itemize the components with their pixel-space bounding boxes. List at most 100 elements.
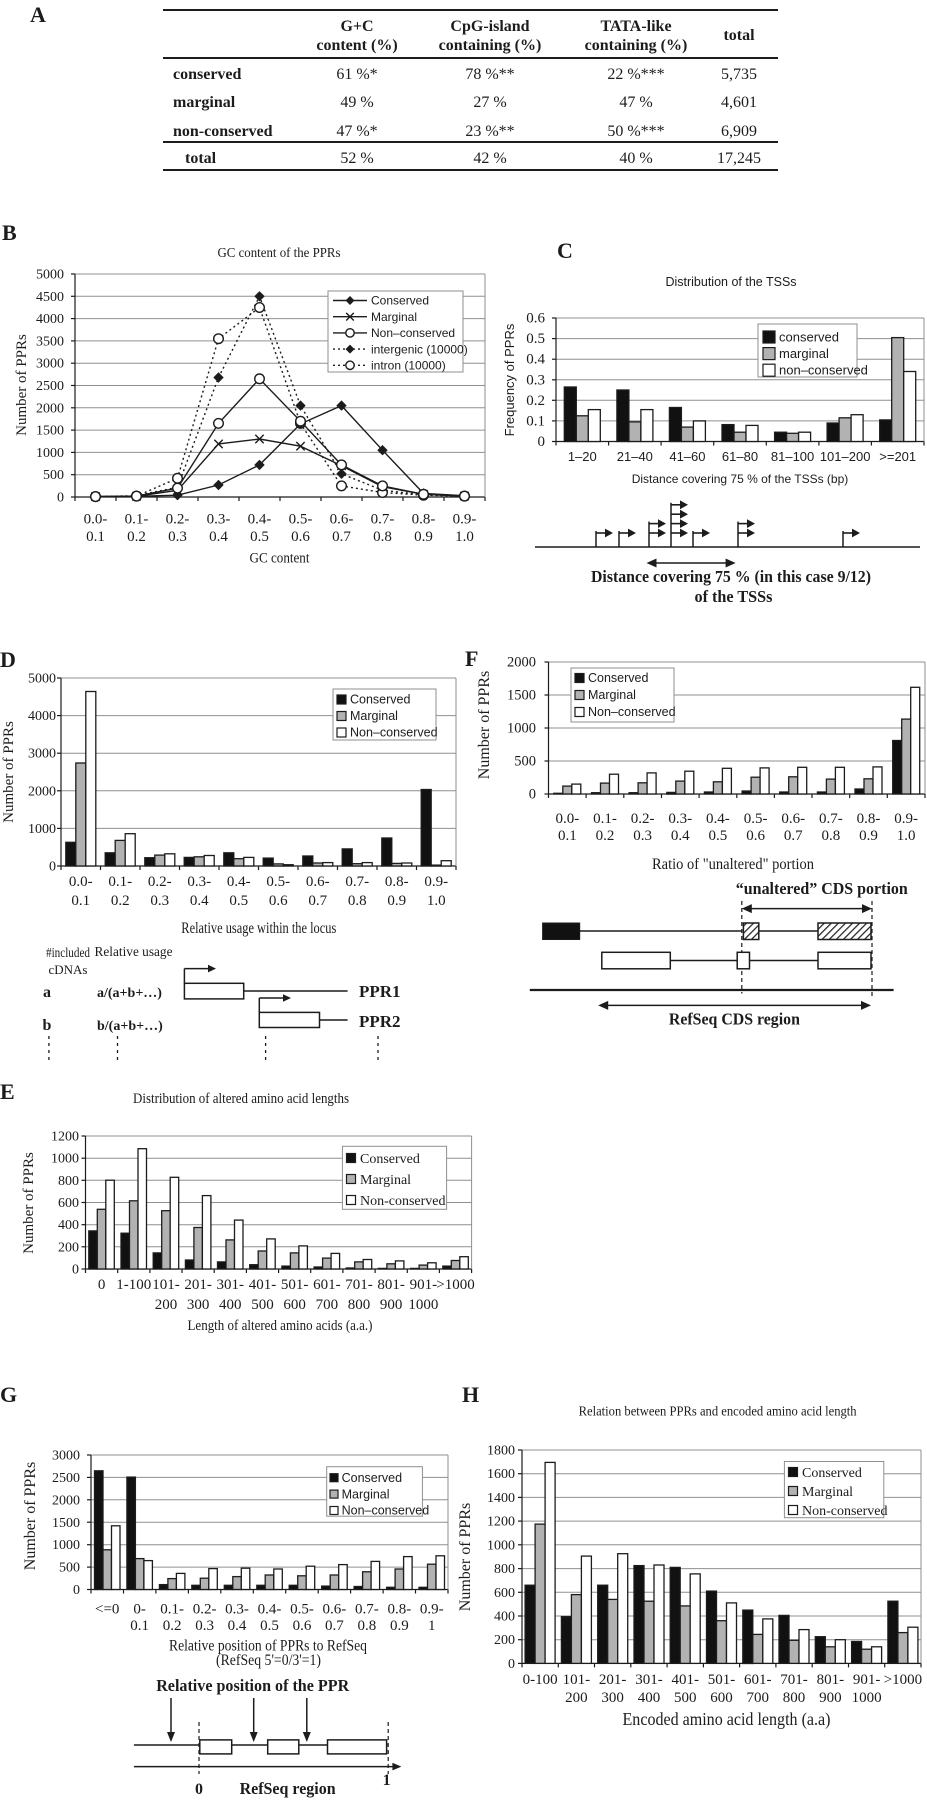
- svg-text:0.9-: 0.9-: [894, 811, 918, 827]
- svg-text:0.2: 0.2: [111, 893, 130, 909]
- svg-text:Conserved: Conserved: [371, 294, 429, 308]
- svg-text:800: 800: [58, 1174, 79, 1189]
- svg-text:0.6: 0.6: [269, 893, 288, 909]
- svg-text:0.9: 0.9: [387, 893, 406, 909]
- svg-text:0: 0: [57, 491, 64, 506]
- svg-text:2000: 2000: [52, 1493, 80, 1508]
- svg-text:47 %*: 47 %*: [336, 123, 377, 140]
- svg-text:Conserved: Conserved: [588, 671, 648, 685]
- svg-text:PPR2: PPR2: [359, 1012, 401, 1031]
- svg-text:0.8: 0.8: [822, 828, 841, 844]
- svg-text:40 %: 40 %: [619, 150, 652, 167]
- svg-text:Number of PPRs: Number of PPRs: [22, 1462, 39, 1570]
- svg-text:Number of PPRs: Number of PPRs: [21, 1152, 37, 1254]
- svg-text:0: 0: [195, 1781, 203, 1798]
- svg-text:0.7-: 0.7-: [371, 512, 395, 528]
- svg-text:0.3-: 0.3-: [668, 811, 692, 827]
- svg-text:700: 700: [316, 1297, 339, 1313]
- svg-text:D: D: [0, 647, 16, 672]
- svg-text:601-: 601-: [313, 1277, 341, 1293]
- svg-text:0.2-: 0.2-: [631, 811, 655, 827]
- svg-text:0.3-: 0.3-: [225, 1602, 249, 1618]
- svg-text:1600: 1600: [487, 1467, 515, 1482]
- svg-text:TATA-like: TATA-like: [600, 18, 671, 35]
- svg-text:Number of PPRs: Number of PPRs: [14, 334, 30, 436]
- svg-text:1500: 1500: [52, 1516, 80, 1531]
- svg-text:501-: 501-: [708, 1672, 736, 1688]
- svg-text:201-: 201-: [599, 1672, 627, 1688]
- svg-text:0.1-: 0.1-: [108, 874, 132, 890]
- svg-text:“unaltered” CDS portion: “unaltered” CDS portion: [736, 879, 909, 898]
- svg-text:Frequency of PPRs: Frequency of PPRs: [502, 323, 517, 436]
- svg-text:1800: 1800: [487, 1444, 515, 1459]
- svg-text:a: a: [43, 984, 51, 1001]
- svg-text:0.1: 0.1: [130, 1618, 149, 1634]
- svg-text:0.4: 0.4: [526, 352, 545, 368]
- svg-text:4500: 4500: [36, 290, 64, 305]
- svg-text:600: 600: [494, 1586, 515, 1601]
- svg-text:0.1-: 0.1-: [593, 811, 617, 827]
- svg-text:A: A: [30, 2, 46, 27]
- svg-text:1000: 1000: [28, 822, 56, 837]
- svg-text:17,245: 17,245: [717, 150, 761, 167]
- svg-text:700: 700: [747, 1690, 770, 1706]
- svg-text:0.8-: 0.8-: [412, 512, 436, 528]
- svg-text:0.2-: 0.2-: [193, 1602, 217, 1618]
- svg-text:200: 200: [565, 1690, 588, 1706]
- svg-text:1.0: 1.0: [455, 529, 474, 545]
- svg-text:0.2: 0.2: [526, 393, 545, 409]
- svg-text:4000: 4000: [28, 709, 56, 724]
- svg-text:0-: 0-: [133, 1602, 146, 1618]
- svg-text:3000: 3000: [52, 1449, 80, 1464]
- svg-text:intergenic (10000): intergenic (10000): [371, 342, 468, 356]
- svg-text:Marginal: Marginal: [371, 310, 417, 324]
- svg-text:1: 1: [383, 1772, 391, 1789]
- svg-text:Distribution of altered amino: Distribution of altered amino acid lengt…: [133, 1091, 349, 1107]
- svg-text:0.3: 0.3: [195, 1618, 214, 1634]
- svg-text:RefSeq CDS region: RefSeq CDS region: [669, 1009, 800, 1028]
- svg-text:200: 200: [58, 1240, 79, 1255]
- svg-text:400: 400: [58, 1218, 79, 1233]
- svg-text:0.9-: 0.9-: [453, 512, 477, 528]
- svg-text:0.8: 0.8: [357, 1618, 376, 1634]
- svg-text:47 %: 47 %: [619, 94, 652, 111]
- svg-text:>1000: >1000: [884, 1672, 922, 1688]
- svg-text:0.4-: 0.4-: [706, 811, 730, 827]
- svg-text:Conserved: Conserved: [360, 1152, 420, 1167]
- svg-text:GC content: GC content: [250, 551, 310, 567]
- svg-text:intron (10000): intron (10000): [371, 359, 446, 373]
- svg-text:0.5: 0.5: [250, 529, 269, 545]
- svg-text:1000: 1000: [507, 721, 536, 737]
- svg-text:3500: 3500: [36, 334, 64, 349]
- svg-text:b: b: [43, 1017, 52, 1034]
- svg-text:500: 500: [251, 1297, 274, 1313]
- svg-text:B: B: [2, 220, 17, 245]
- svg-text:0.5-: 0.5-: [744, 811, 768, 827]
- svg-text:0.9: 0.9: [859, 828, 878, 844]
- svg-text:0.5: 0.5: [526, 331, 545, 347]
- svg-text:0.8: 0.8: [348, 893, 367, 909]
- svg-text:Non–conserved: Non–conserved: [588, 705, 676, 719]
- svg-text:601-: 601-: [744, 1672, 772, 1688]
- svg-text:b/(a+b+…): b/(a+b+…): [97, 1019, 163, 1034]
- svg-text:0.5: 0.5: [260, 1618, 279, 1634]
- svg-text:400: 400: [219, 1297, 242, 1313]
- svg-text:Relative usage: Relative usage: [95, 944, 173, 959]
- svg-text:Conserved: Conserved: [342, 1471, 402, 1485]
- svg-text:23 %**: 23 %**: [465, 123, 514, 140]
- svg-text:61 %*: 61 %*: [336, 66, 377, 83]
- svg-text:1000: 1000: [852, 1690, 882, 1706]
- svg-text:101-: 101-: [152, 1277, 180, 1293]
- svg-text:content (%): content (%): [316, 37, 397, 54]
- svg-text:0.5: 0.5: [229, 893, 248, 909]
- svg-text:0.7: 0.7: [332, 529, 351, 545]
- svg-text:0.6-: 0.6-: [330, 512, 354, 528]
- svg-text:0.2: 0.2: [596, 828, 615, 844]
- svg-text:Non–conserved: Non–conserved: [371, 326, 455, 340]
- svg-text:Distance covering 75 % (in thi: Distance covering 75 % (in this case 9/1…: [591, 567, 871, 586]
- svg-text:Relative usage within the locu: Relative usage within the locus: [181, 920, 336, 937]
- svg-text:2000: 2000: [28, 784, 56, 799]
- svg-text:0.6-: 0.6-: [306, 874, 330, 890]
- svg-text:900: 900: [819, 1690, 842, 1706]
- svg-text:0.3: 0.3: [633, 828, 652, 844]
